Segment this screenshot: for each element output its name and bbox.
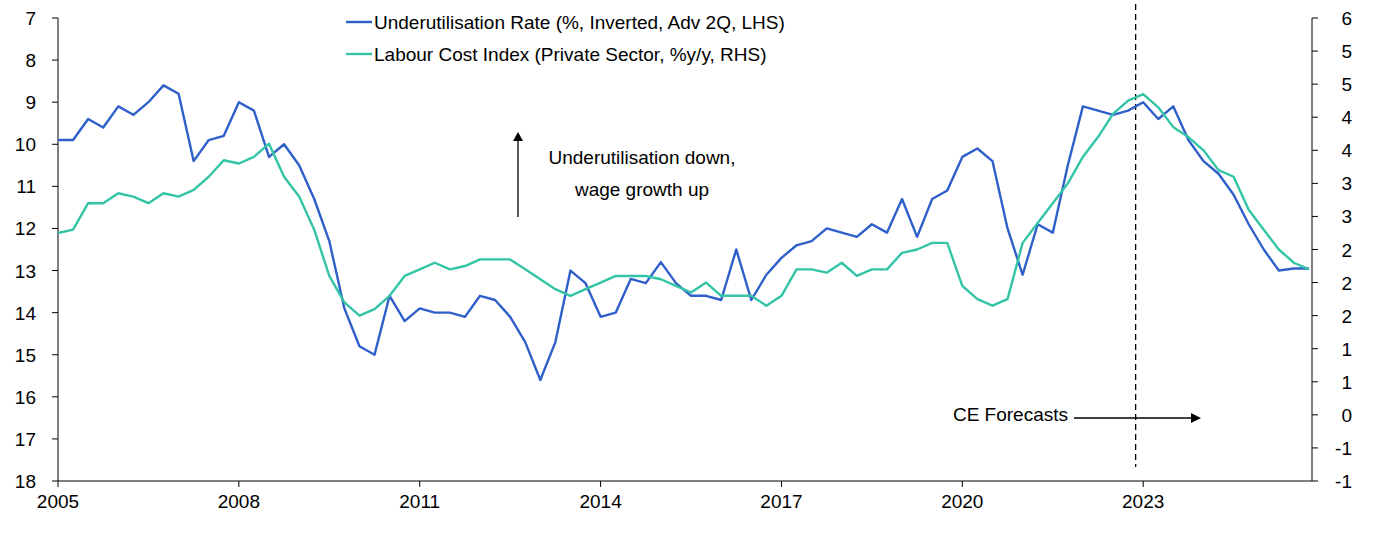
chart: 7891011121314151617186554433222110-1-120… <box>0 0 1373 542</box>
forecast-line <box>1135 4 1136 467</box>
annotation-text: wage growth up <box>574 179 709 200</box>
y2-tick-label: 2 <box>1341 273 1352 294</box>
y2-tick-label: 2 <box>1341 240 1352 261</box>
x-tick-label: 2017 <box>760 491 802 512</box>
y2-tick-label: 5 <box>1341 41 1352 62</box>
y2-tick <box>1312 18 1318 19</box>
series-line <box>58 85 1309 380</box>
annotation-arrowhead <box>513 132 523 141</box>
y2-tick <box>1312 117 1318 118</box>
annotation-text: CE Forecasts <box>953 404 1068 425</box>
legend-swatch <box>346 53 372 55</box>
y2-tick-label: 5 <box>1341 74 1352 95</box>
x-axis-line <box>58 481 1312 482</box>
legend-swatch <box>346 21 372 23</box>
x-tick <box>419 481 420 487</box>
y2-tick <box>1312 84 1318 85</box>
y-tick-label: 17 <box>15 429 36 450</box>
y-tick <box>52 228 58 229</box>
x-tick <box>962 481 963 487</box>
y2-tick <box>1312 51 1318 52</box>
x-tick <box>58 481 59 487</box>
annotation-arrow <box>517 140 518 217</box>
y-tick-label: 16 <box>15 387 36 408</box>
annotation-arrowhead <box>1191 413 1201 423</box>
y2-tick-label: 3 <box>1341 206 1352 227</box>
annotation-text: Underutilisation down, <box>549 147 736 168</box>
y2-tick-label: 6 <box>1341 8 1352 29</box>
y-tick <box>52 396 58 397</box>
y-tick <box>52 354 58 355</box>
y2-tick <box>1312 348 1318 349</box>
y-tick-label: 18 <box>15 471 36 492</box>
y-tick-label: 15 <box>15 345 36 366</box>
y2-tick <box>1312 414 1318 415</box>
y2-tick-label: 2 <box>1341 306 1352 327</box>
y2-tick <box>1312 150 1318 151</box>
y-tick-label: 14 <box>15 303 37 324</box>
y2-tick <box>1312 481 1318 482</box>
y2-tick-label: 4 <box>1341 107 1352 128</box>
y2-tick-label: 1 <box>1341 339 1352 360</box>
x-tick <box>781 481 782 487</box>
y-tick <box>52 481 58 482</box>
y2-tick <box>1312 381 1318 382</box>
y-tick-label: 11 <box>16 176 36 197</box>
y-tick-label: 7 <box>25 8 36 29</box>
y2-tick <box>1312 216 1318 217</box>
x-tick-label: 2011 <box>399 491 440 512</box>
y-tick-label: 13 <box>15 261 36 282</box>
y2-tick <box>1312 282 1318 283</box>
y2-tick-label: 3 <box>1341 173 1352 194</box>
y-tick <box>52 18 58 19</box>
y-tick <box>52 102 58 103</box>
left-axis-line <box>58 18 59 481</box>
x-tick <box>600 481 601 487</box>
x-tick-label: 2005 <box>37 491 79 512</box>
y-tick-label: 8 <box>25 50 36 71</box>
y2-tick-label: 0 <box>1341 405 1352 426</box>
x-tick <box>238 481 239 487</box>
y-tick <box>52 60 58 61</box>
y-tick <box>52 144 58 145</box>
y2-tick <box>1312 315 1318 316</box>
y2-tick-label: -1 <box>1335 471 1352 492</box>
series-group <box>58 85 1309 380</box>
y2-tick-label: 1 <box>1341 372 1352 393</box>
x-tick-label: 2020 <box>941 491 983 512</box>
x-tick <box>1143 481 1144 487</box>
y-tick-label: 10 <box>15 134 36 155</box>
legend-label: Labour Cost Index (Private Sector, %y/y,… <box>374 44 766 65</box>
x-tick-label: 2014 <box>579 491 622 512</box>
legend-label: Underutilisation Rate (%, Inverted, Adv … <box>374 12 785 33</box>
y2-tick-label: 4 <box>1341 140 1352 161</box>
y-tick <box>52 270 58 271</box>
x-tick-label: 2023 <box>1122 491 1164 512</box>
y-tick <box>52 186 58 187</box>
y-tick-label: 12 <box>15 218 36 239</box>
y2-tick <box>1312 183 1318 184</box>
y-tick <box>52 312 58 313</box>
y-tick <box>52 438 58 439</box>
series-line <box>58 94 1309 316</box>
y-tick-label: 9 <box>25 92 36 113</box>
x-tick-label: 2008 <box>218 491 260 512</box>
y2-tick <box>1312 447 1318 448</box>
y2-tick <box>1312 249 1318 250</box>
annotation-arrow <box>1074 417 1192 418</box>
y2-tick-label: -1 <box>1335 438 1352 459</box>
